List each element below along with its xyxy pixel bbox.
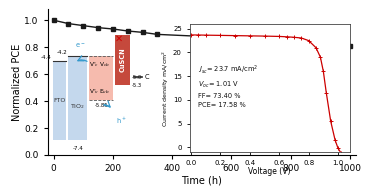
Y-axis label: Normalized PCE: Normalized PCE [11,44,22,121]
X-axis label: Time (h): Time (h) [181,176,222,186]
